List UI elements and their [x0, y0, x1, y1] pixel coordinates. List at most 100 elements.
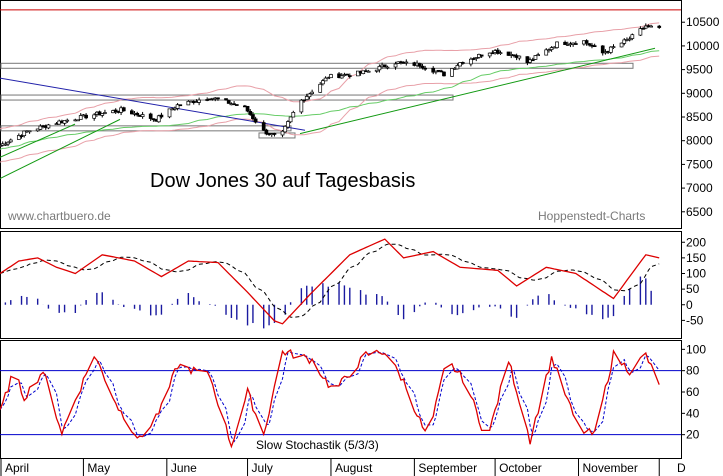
- stochastic-d-line: [0, 351, 660, 443]
- candle-body: [366, 70, 371, 73]
- candle-body: [339, 75, 344, 79]
- candle-body: [385, 66, 390, 69]
- price-tick-label: 8000: [686, 134, 713, 148]
- upper-band: [0, 22, 660, 130]
- candle-body: [264, 129, 269, 135]
- candle-body: [536, 54, 541, 57]
- candle-body: [573, 43, 578, 45]
- month-label: August: [335, 461, 373, 475]
- candle-body: [619, 42, 624, 48]
- candle-body: [156, 115, 161, 123]
- candle-body: [38, 125, 43, 130]
- candle-body: [62, 120, 67, 124]
- candle-body: [159, 114, 164, 118]
- candle-body: [178, 104, 183, 107]
- candle-body: [587, 43, 592, 46]
- candle-body: [649, 25, 654, 28]
- candle-body: [251, 114, 255, 120]
- candle-body: [6, 141, 10, 145]
- price-tick-label: 8500: [686, 110, 713, 124]
- candle-body: [555, 41, 559, 48]
- candle-body: [323, 77, 328, 82]
- candle-body: [253, 118, 258, 123]
- candle-body: [286, 121, 290, 128]
- price-tick-label: 10000: [686, 39, 720, 53]
- price-panel-frame: [0, 0, 682, 229]
- candle-body: [345, 73, 349, 76]
- candle-body: [103, 112, 107, 114]
- candle-body: [374, 69, 379, 72]
- candle-body: [321, 80, 325, 85]
- candle-body: [3, 143, 8, 146]
- lower-band: [0, 55, 660, 163]
- stochastic-tick-label: 20: [686, 428, 700, 442]
- candle-body: [329, 74, 333, 79]
- candle-body: [148, 113, 153, 119]
- candle-body: [469, 58, 473, 65]
- candle-body: [318, 83, 323, 93]
- candle-body: [458, 62, 462, 67]
- candle-body: [302, 99, 306, 102]
- candle-body: [498, 52, 503, 54]
- watermark-right: Hoppenstedt-Charts: [538, 209, 645, 223]
- candle-body: [442, 71, 446, 77]
- candle-body: [78, 115, 83, 120]
- candle-body: [280, 130, 285, 136]
- trendline-green-2: [0, 123, 76, 158]
- month-label: November: [583, 461, 638, 475]
- candle-body: [420, 65, 425, 69]
- candle-body: [490, 52, 495, 55]
- candle-body: [544, 49, 549, 56]
- candle-body: [404, 61, 409, 64]
- candle-body: [417, 63, 422, 67]
- moving-average-line: [0, 50, 660, 150]
- x-axis: April May June July August September October No…: [0, 458, 686, 476]
- candle-body: [641, 27, 645, 30]
- candle-body: [291, 111, 296, 118]
- candle-body: [611, 46, 616, 48]
- candle-body: [175, 104, 180, 109]
- month-label: July: [252, 461, 273, 475]
- candle-body: [186, 101, 191, 106]
- price-tick-label: 9500: [686, 63, 713, 77]
- candle-body: [382, 64, 387, 68]
- macd-tick-label: 0: [686, 298, 693, 312]
- support-box-2: [258, 132, 296, 139]
- candle-body: [35, 128, 40, 132]
- candle-body: [261, 122, 266, 131]
- price-tick-label: 9000: [686, 86, 713, 100]
- candle-body: [622, 39, 627, 44]
- candle-body: [474, 57, 479, 59]
- candle-body: [283, 126, 288, 133]
- trendline-green-1: [0, 118, 121, 180]
- candle-body: [76, 119, 80, 122]
- candle-body: [563, 41, 567, 45]
- candle-body: [517, 55, 522, 59]
- candle-body: [272, 133, 277, 135]
- chart-title: Dow Jones 30 auf Tagesbasis: [150, 170, 415, 192]
- candle-body: [361, 70, 366, 74]
- candle-body: [226, 100, 231, 104]
- candle-body: [439, 70, 444, 73]
- macd-tick-label: 50: [686, 282, 700, 296]
- candle-body: [22, 130, 27, 136]
- macd-tick-label: -50: [686, 313, 704, 327]
- candle-body: [245, 105, 250, 112]
- candle-body: [549, 47, 554, 50]
- candle-body: [19, 135, 24, 137]
- price-tick-label: 10500: [686, 15, 720, 29]
- candle-body: [638, 28, 643, 36]
- candle-body: [608, 46, 613, 53]
- candle-body: [487, 52, 492, 57]
- candle-body: [356, 70, 360, 77]
- candle-body: [304, 96, 309, 100]
- candle-body: [100, 113, 105, 116]
- candle-body: [584, 40, 589, 44]
- month-label: June: [171, 461, 197, 475]
- price-tick-label: 6500: [686, 205, 713, 219]
- candle-body: [197, 99, 201, 103]
- month-label: D: [677, 461, 686, 475]
- candle-body: [140, 114, 145, 117]
